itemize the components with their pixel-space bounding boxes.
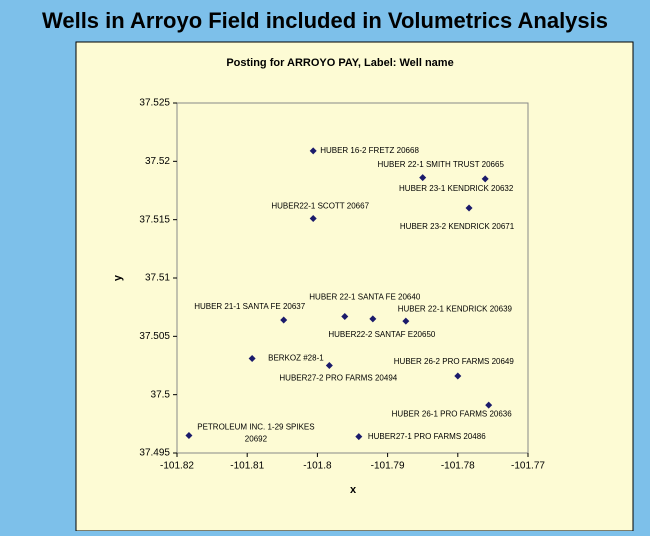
- point-label: PETROLEUM INC. 1-29 SPIKES: [197, 423, 314, 432]
- point: [185, 432, 193, 439]
- y-tick-label: 37.5: [151, 389, 171, 400]
- x-tick-label: -101.81: [230, 461, 264, 472]
- y-tick-label: 37.505: [139, 331, 170, 342]
- point: [402, 317, 410, 325]
- x-tick-label: -101.77: [511, 461, 545, 472]
- x-tick-label: -101.79: [371, 461, 405, 472]
- point-label: HUBER 26-2 PRO FARMS 20649: [394, 357, 515, 366]
- y-tick-label: 37.52: [145, 156, 170, 167]
- point-label: HUBER 21-1 SANTA FE 20637: [194, 302, 306, 311]
- point: [280, 316, 288, 324]
- point-label: HUBER 16-2 FRETZ 20668: [320, 146, 419, 155]
- page-title: Wells in Arroyo Field included in Volume…: [42, 8, 608, 33]
- point: [454, 372, 462, 380]
- point: [481, 175, 489, 183]
- y-tick-label: 37.495: [139, 448, 170, 459]
- y-tick-label: 37.51: [145, 273, 170, 284]
- point: [355, 433, 363, 441]
- point-label: HUBER27-1 PRO FARMS 20486: [368, 432, 486, 441]
- y-tick-label: 37.525: [139, 98, 170, 109]
- point-label: HUBER 22-1 SANTA FE 20640: [309, 293, 421, 302]
- point-label: BERKOZ #28-1: [268, 354, 324, 363]
- point: [248, 355, 256, 362]
- point: [369, 315, 377, 323]
- point-label: HUBER 23-1 KENDRICK 20632: [399, 184, 514, 193]
- point: [325, 362, 333, 369]
- point-label: 20692: [245, 435, 268, 444]
- point-label: HUBER 26-1 PRO FARMS 20636: [392, 409, 513, 418]
- point-label: HUBER22-1 SCOTT 20667: [271, 202, 369, 211]
- point: [341, 313, 349, 320]
- point-label: HUBER22-2 SANTAF E20650: [328, 330, 436, 339]
- point: [309, 147, 317, 155]
- x-axis-label: x: [350, 484, 357, 496]
- point: [485, 401, 493, 409]
- x-tick-label: -101.78: [441, 461, 475, 472]
- chart-area: [75, 41, 634, 532]
- y-axis-label: y: [112, 274, 124, 281]
- point: [465, 204, 473, 212]
- chart-subtitle: Posting for ARROYO PAY, Label: Well name: [226, 57, 453, 69]
- y-tick-label: 37.515: [139, 214, 170, 225]
- point-label: HUBER27-2 PRO FARMS 20494: [279, 374, 397, 383]
- point-label: HUBER 22-1 KENDRICK 20639: [398, 304, 513, 313]
- x-tick-label: -101.8: [303, 461, 332, 472]
- point: [419, 174, 427, 182]
- x-tick-label: -101.82: [160, 461, 194, 472]
- point-label: HUBER 22-1 SMITH TRUST 20665: [377, 160, 504, 169]
- point: [309, 215, 317, 222]
- point-label: HUBER 23-2 KENDRICK 20671: [400, 222, 515, 231]
